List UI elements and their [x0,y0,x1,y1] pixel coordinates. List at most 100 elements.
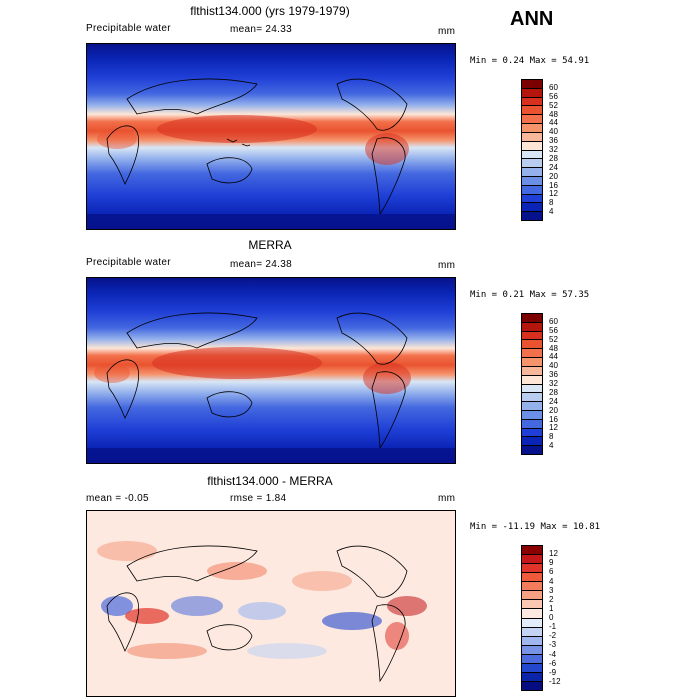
colorbar-segment [522,124,542,133]
season-label: ANN [510,8,554,30]
panel-3-colorbar [521,545,543,691]
colorbar-segment [522,618,542,628]
colorbar-segment [522,115,542,125]
colorbar-segment [522,314,542,323]
colorbar-segment [522,349,542,359]
colorbar-segment [522,672,542,682]
colorbar-segment [522,159,542,169]
colorbar-tick-label: -4 [549,649,557,659]
colorbar-tick-label: 48 [549,343,558,353]
colorbar-segment [522,132,542,142]
colorbar-tick-label: 1 [549,603,554,613]
colorbar-tick-label: -2 [549,631,557,641]
colorbar-segment [522,212,542,220]
colorbar-tick-label: 28 [549,387,558,397]
colorbar-segment [522,419,542,429]
panel-3-map-field [87,511,455,696]
colorbar-segment [522,573,542,583]
colorbar-segment [522,384,542,394]
panel-1-variable-label: Precipitable water [86,23,171,34]
colorbar-tick-label: -6 [549,658,557,668]
colorbar-tick-label: 52 [549,100,558,110]
colorbar-tick-label: 12 [549,423,558,433]
colorbar-tick-label: 60 [549,316,558,326]
colorbar-segment [522,591,542,601]
colorbar-segment [522,546,542,556]
colorbar-segment [522,645,542,655]
colorbar-segment [522,609,542,619]
colorbar-tick-label: -3 [549,640,557,650]
colorbar-segment [522,185,542,195]
colorbar-tick-label: 12 [549,189,558,199]
panel-3-units: mm [438,493,456,504]
colorbar-segment [522,366,542,376]
colorbar-tick-label: 4 [549,207,554,217]
colorbar-tick-label: 8 [549,198,554,208]
colorbar-tick-label: 12 [549,549,558,559]
colorbar-tick-label: 40 [549,361,558,371]
colorbar-segment [522,681,542,690]
panel-3-colorbar-labels: 12 9 6 4 3 2 1 0 -1 -2 -3 -4 -6 -9 -12 [521,545,581,691]
panel-1-colorbar-labels: 60 56 52 48 44 40 36 32 28 24 20 16 12 8 4 [521,79,581,221]
panel-2-units: mm [438,260,456,271]
panel-3-title: flthist134.000 - MERRA [207,474,333,488]
panel-1-map-field [87,44,455,229]
colorbar-segment [522,437,542,447]
colorbar-tick-label: 6 [549,567,554,577]
panel-3-minmax: Min = -11.19 Max = 10.81 [470,522,601,532]
colorbar-tick-label: 20 [549,171,558,181]
colorbar-segment [522,80,542,89]
colorbar-segment [522,141,542,151]
colorbar-segment [522,446,542,454]
colorbar-segment [522,150,542,160]
colorbar-tick-label: -9 [549,667,557,677]
panel-3-mean-label: mean = -0.05 [86,493,149,504]
panel-2-map [86,277,456,464]
colorbar-segment [522,106,542,116]
colorbar-segment [522,168,542,177]
panel-2-colorbar-labels: 60 56 52 48 44 40 36 32 28 24 20 16 12 8 4 [521,313,581,455]
colorbar-segment [522,402,542,411]
panel-3-map [86,510,456,697]
colorbar-tick-label: 4 [549,441,554,451]
colorbar-segment [522,627,542,637]
colorbar-segment [522,555,542,565]
colorbar-tick-label: 0 [549,613,554,622]
colorbar-tick-label: 32 [549,145,558,154]
panel-2-variable-label: Precipitable water [86,257,171,268]
colorbar-segment [522,600,542,610]
colorbar-tick-label: 36 [549,370,558,380]
colorbar-segment [522,88,542,98]
panel-1-minmax: Min = 0.24 Max = 54.91 [470,56,590,66]
colorbar-tick-label: 16 [549,414,558,424]
colorbar-segment [522,358,542,367]
colorbar-segment [522,375,542,385]
colorbar-segment [522,340,542,350]
colorbar-tick-label: 20 [549,405,558,415]
colorbar-tick-label: 36 [549,136,558,146]
colorbar-segment [522,663,542,673]
panel-2-mean-label: mean= 24.38 [230,259,292,270]
panel-3-rmse-label: rmse = 1.84 [230,493,287,504]
colorbar-tick-label: 44 [549,352,558,362]
colorbar-tick-label: 16 [549,180,558,190]
colorbar-tick-label: 56 [549,91,558,101]
colorbar-segment [522,410,542,420]
panel-1-title: flthist134.000 (yrs 1979-1979) [190,4,350,18]
colorbar-segment [522,654,542,664]
panel-1-map [86,43,456,230]
colorbar-tick-label: 4 [549,576,554,586]
colorbar-tick-label: 60 [549,82,558,92]
panel-2-minmax: Min = 0.21 Max = 57.35 [470,290,590,300]
colorbar-tick-label: 32 [549,379,558,388]
panel-2-map-field [87,278,455,463]
colorbar-tick-label: -1 [549,622,557,632]
panel-2-title: MERRA [248,238,292,252]
colorbar-segment [522,393,542,403]
panel-1-mean-label: mean= 24.33 [230,24,292,35]
colorbar-tick-label: 2 [549,594,554,604]
colorbar-tick-label: 48 [549,109,558,119]
colorbar-segment [522,176,542,186]
colorbar-tick-label: 9 [549,558,554,568]
colorbar-tick-label: -12 [549,676,561,686]
